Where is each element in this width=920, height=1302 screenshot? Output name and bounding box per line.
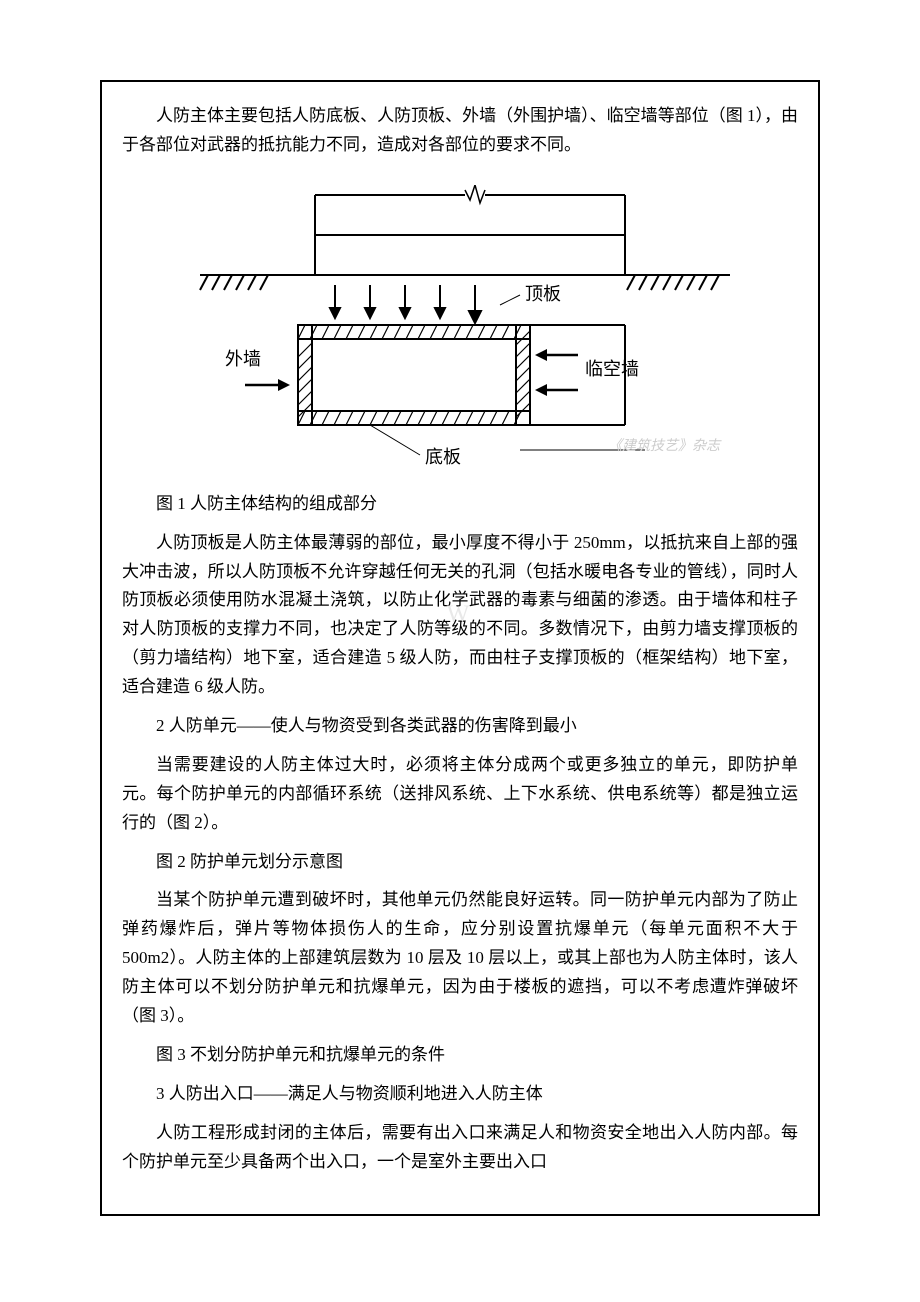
figure-1-caption: 图 1 人防主体结构的组成部分 (122, 490, 798, 519)
paragraph-4: 当某个防护单元遭到破坏时，其他单元仍然能良好运转。同一防护单元内部为了防止弹药爆… (122, 886, 798, 1030)
page-content: 人防主体主要包括人防底板、人防顶板、外墙（外围护墙）、临空墙等部位（图 1），由… (100, 80, 820, 1216)
diagram-container: 顶板 (122, 185, 798, 475)
heading-3: 3 人防出入口——满足人与物资顺利地进入人防主体 (122, 1080, 798, 1109)
label-right: 临空墙 (585, 359, 639, 379)
heading-2: 2 人防单元——使人与物资受到各类武器的伤害降到最小 (122, 712, 798, 741)
figure-2-caption: 图 2 防护单元划分示意图 (122, 848, 798, 877)
figure-3-caption: 图 3 不划分防护单元和抗爆单元的条件 (122, 1041, 798, 1070)
label-left: 外墙 (225, 349, 261, 369)
label-top: 顶板 (525, 284, 561, 304)
paragraph-5: 人防工程形成封闭的主体后，需要有出入口来满足人和物资安全地出入人防内部。每个防护… (122, 1119, 798, 1177)
watermark-text: 《建筑技艺》杂志 (608, 435, 720, 455)
label-bottom: 底板 (425, 447, 461, 467)
paragraph-1: 人防主体主要包括人防底板、人防顶板、外墙（外围护墙）、临空墙等部位（图 1），由… (122, 102, 798, 160)
paragraph-2: 人防顶板是人防主体最薄弱的部位，最小厚度不得小于 250mm，以抵抗来自上部的强… (122, 529, 798, 702)
paragraph-3: 当需要建设的人防主体过大时，必须将主体分成两个或更多独立的单元，即防护单元。每个… (122, 751, 798, 838)
structure-diagram: 顶板 (190, 185, 730, 475)
